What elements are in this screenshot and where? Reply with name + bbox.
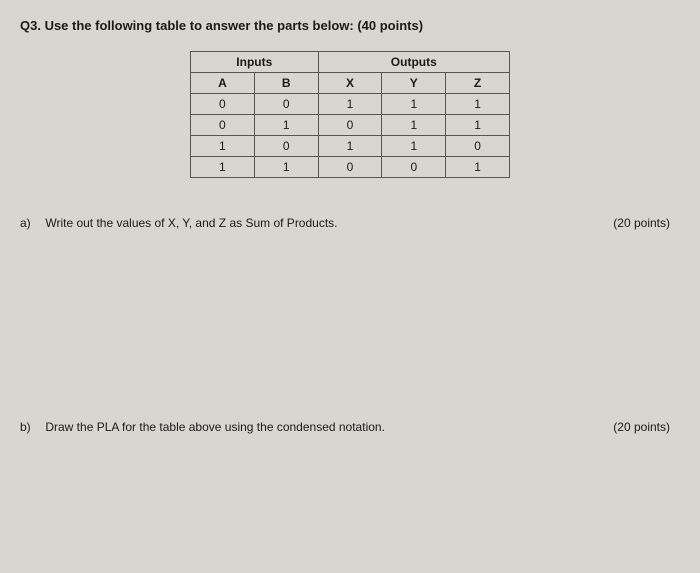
part-a-text: Write out the values of X, Y, and Z as S… <box>45 216 337 230</box>
cell: 1 <box>191 157 255 178</box>
col-Y: Y <box>382 73 446 94</box>
part-b-left: b) Draw the PLA for the table above usin… <box>20 420 385 434</box>
table-row: 1 1 0 0 1 <box>191 157 510 178</box>
table-row: 0 0 1 1 1 <box>191 94 510 115</box>
part-a-row: a) Write out the values of X, Y, and Z a… <box>20 216 680 230</box>
cell: 0 <box>191 115 255 136</box>
cell: 1 <box>382 94 446 115</box>
cell: 0 <box>254 136 318 157</box>
cell: 0 <box>446 136 510 157</box>
cell: 0 <box>254 94 318 115</box>
cell: 0 <box>191 94 255 115</box>
table-column-header-row: A B X Y Z <box>191 73 510 94</box>
cell: 1 <box>382 115 446 136</box>
part-a-left: a) Write out the values of X, Y, and Z a… <box>20 216 338 230</box>
cell: 1 <box>318 94 382 115</box>
table-row: 0 1 0 1 1 <box>191 115 510 136</box>
question-title: Q3. Use the following table to answer th… <box>20 18 680 33</box>
cell: 1 <box>446 115 510 136</box>
col-A: A <box>191 73 255 94</box>
col-Z: Z <box>446 73 510 94</box>
table-group-header-row: Inputs Outputs <box>191 52 510 73</box>
worksheet-page: Q3. Use the following table to answer th… <box>0 0 700 573</box>
part-b-row: b) Draw the PLA for the table above usin… <box>20 420 680 434</box>
cell: 1 <box>382 136 446 157</box>
cell: 0 <box>318 115 382 136</box>
cell: 0 <box>318 157 382 178</box>
cell: 1 <box>254 115 318 136</box>
table-row: 1 0 1 1 0 <box>191 136 510 157</box>
cell: 1 <box>318 136 382 157</box>
part-b-label: b) <box>20 420 42 434</box>
inputs-group-header: Inputs <box>191 52 319 73</box>
cell: 1 <box>446 94 510 115</box>
cell: 1 <box>254 157 318 178</box>
col-B: B <box>254 73 318 94</box>
part-b-text: Draw the PLA for the table above using t… <box>45 420 385 434</box>
part-a-points: (20 points) <box>613 216 680 230</box>
cell: 1 <box>191 136 255 157</box>
truth-table: Inputs Outputs A B X Y Z 0 0 1 1 1 0 1 0 <box>190 51 510 178</box>
outputs-group-header: Outputs <box>318 52 509 73</box>
part-a-label: a) <box>20 216 42 230</box>
part-b-points: (20 points) <box>613 420 680 434</box>
cell: 1 <box>446 157 510 178</box>
cell: 0 <box>382 157 446 178</box>
col-X: X <box>318 73 382 94</box>
truth-table-container: Inputs Outputs A B X Y Z 0 0 1 1 1 0 1 0 <box>190 51 510 178</box>
